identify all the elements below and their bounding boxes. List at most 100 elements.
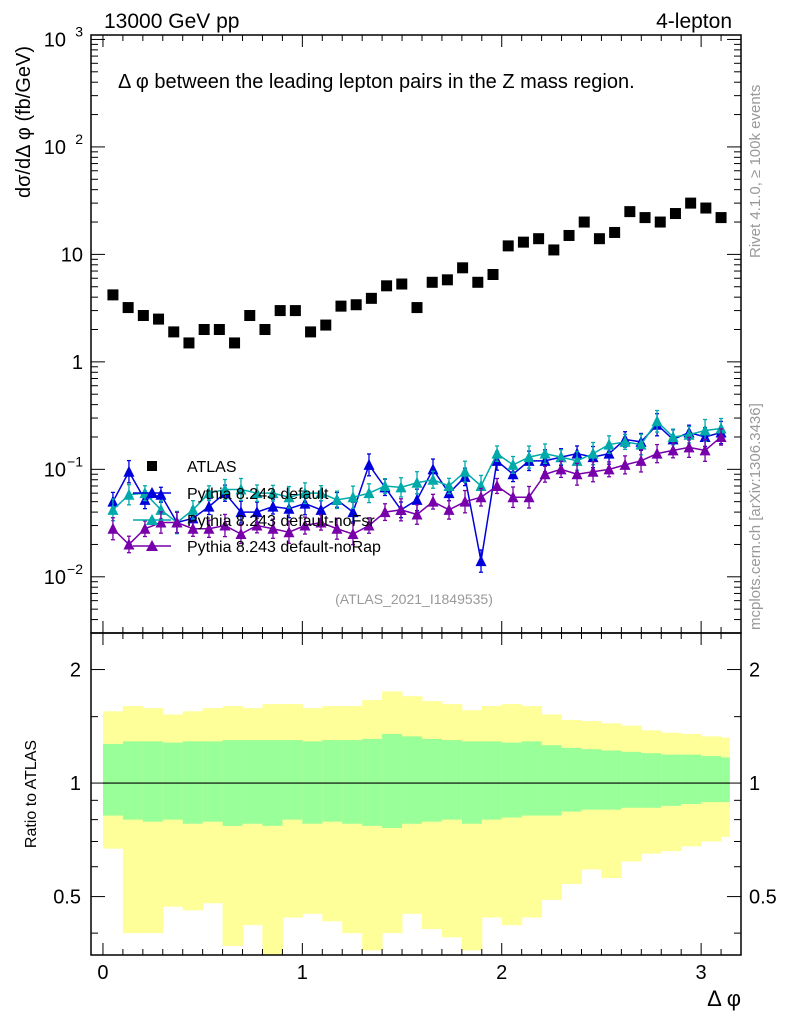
pythia-norap-data-point [635,454,647,466]
ratio-inner-band [142,741,164,822]
ratio-inner-band [641,753,662,808]
ratio-inner-band [202,741,224,822]
atlas-data-point [107,289,119,301]
pythia-default-data-point [267,500,279,512]
main-y-tick-label: 10 [44,137,66,159]
pythia-norap-data-point [331,522,343,534]
side-label-top: Rivet 4.1.0, ≥ 100k events [747,85,764,258]
pythia-norap-data-point [315,516,327,528]
ratio-inner-band [282,740,303,820]
pythia-nofsr-data-point [219,483,231,495]
x-tick-label: 0 [97,962,108,984]
main-y-tick-label: 10 [44,29,66,51]
x-axis-label: Δ φ [707,986,741,1011]
pythia-norap-data-point [347,528,359,540]
ratio-inner-band [122,741,144,820]
pythia-nofsr-data-point [683,428,695,440]
pythia-norap-data-point [651,447,663,459]
atlas-data-point [487,268,499,280]
pythia-norap-data-point [123,538,135,550]
pythia-nofsr-data-point [699,424,711,436]
pythia-nofsr-data-point [331,493,343,505]
pythia-norap-data-point [107,522,119,534]
pythia-nofsr-data-point [507,458,519,470]
ratio-data-layer [102,691,730,955]
ratio-inner-band [362,738,383,826]
pythia-nofsr-data-point [283,491,295,503]
pythia-norap-data-point [459,495,471,507]
atlas-data-point [168,326,180,338]
atlas-data-point [289,305,301,317]
pythia-default-data-point [475,555,487,567]
pythia-nofsr-data-point [635,438,647,450]
pythia-norap-data-point [219,519,231,531]
pythia-norap-data-point [555,463,567,475]
pythia-norap-data-point [187,522,199,534]
pythia-nofsr-data-point [715,422,727,434]
ratio-inner-band [382,733,403,829]
ratio-plot: 0.5 0.5 1 1 2 2 0 1 2 3 Ratio to ATLAS Δ φ [23,632,777,1011]
pythia-norap-data-point [267,522,279,534]
pythia-default-data-point [123,465,135,477]
ratio-inner-band [162,742,184,820]
side-label-bottom: mcplots.cern.ch [arXiv:1306.3436] [747,403,764,630]
pythia-norap-data-point [299,519,311,531]
pythia-nofsr-data-point [523,451,535,463]
atlas-data-point [609,226,621,238]
atlas-data-point [593,233,605,245]
pythia-nofsr-data-point [651,415,663,427]
atlas-data-point [350,299,362,311]
ratio-inner-band [561,747,582,812]
atlas-data-point [122,302,134,314]
ratio-ylabel: Ratio to ATLAS [23,740,40,848]
main-ylabel: dσ/dΔ φ (fb/GeV) [13,46,35,198]
atlas-data-point [137,310,149,322]
pythia-nofsr-data-point [235,483,247,495]
pythia-norap-data-point [523,491,535,503]
ratio-inner-band [521,741,543,816]
pythia-norap-data-point [203,522,215,534]
atlas-data-point [183,337,195,349]
legend-label-atlas: ATLAS [187,459,237,476]
ratio-inner-band [721,757,730,803]
ratio-y-tick-label: 2 [70,660,81,682]
pythia-default-data-point [203,500,215,512]
atlas-data-point [533,233,545,245]
pythia-norap-data-point [283,526,295,538]
atlas-data-point [700,202,712,214]
legend-marker-atlas [147,461,157,471]
atlas-data-point [517,236,529,248]
pythia-default-data-point [347,506,359,518]
pythia-nofsr-data-point [123,488,135,500]
ratio-inner-band [661,754,682,806]
atlas-data-point [669,208,681,220]
pythia-nofsr-data-point [363,487,375,499]
atlas-data-point [396,278,408,290]
legend-marker-pythia-default [146,487,158,498]
atlas-data-point [578,216,590,228]
ratio-inner-band [701,755,722,803]
pythia-default-data-point [315,503,327,515]
pythia-nofsr-data-point [395,481,407,493]
pythia-norap-data-point [155,516,167,528]
ratio-inner-band [481,741,503,820]
pythia-nofsr-data-point [667,430,679,442]
pythia-norap-data-point [715,430,727,442]
ratio-inner-band [581,749,602,810]
atlas-data-point [457,262,469,274]
main-y-tick-exponent: −1 [67,453,83,469]
pythia-default-data-point [411,493,423,505]
atlas-data-point [305,326,317,338]
atlas-data-point [685,197,697,209]
ratio-inner-band [242,740,263,824]
pythia-norap-data-point [395,503,407,515]
analysis-tag: (ATLAS_2021_I1849535) [335,591,493,607]
main-y-tick-exponent: 2 [75,131,83,147]
atlas-data-point [563,229,575,241]
pythia-nofsr-data-point [571,454,583,466]
ratio-y-tick-label: 1 [70,773,81,795]
atlas-data-point [381,280,393,292]
pythia-default-data-point [363,458,375,470]
